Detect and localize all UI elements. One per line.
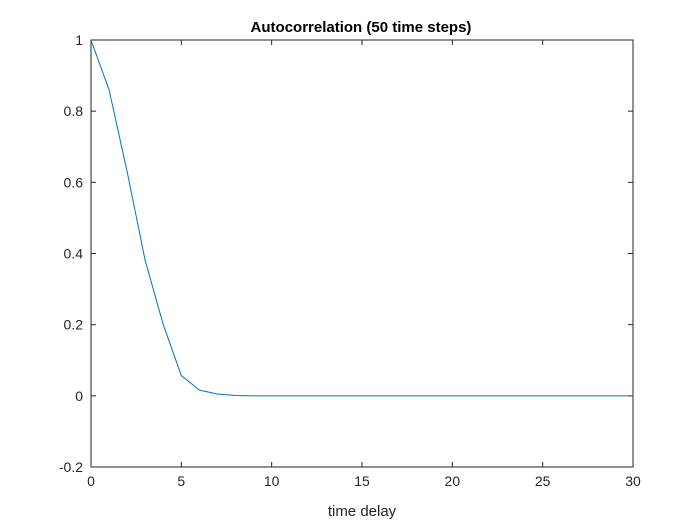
chart-title: Autocorrelation (50 time steps) xyxy=(251,19,472,36)
x-tick-label: 30 xyxy=(625,473,641,489)
plot-area: 0 5 10 15 20 25 30 -0.200.20.40.60.81 xyxy=(59,32,641,489)
x-axis-label: time delay xyxy=(328,503,397,520)
x-tick-label: 25 xyxy=(535,473,551,489)
autocorrelation-series-line xyxy=(90,39,633,397)
y-tick-label: 0 xyxy=(75,388,83,404)
y-tick-label: 0.2 xyxy=(64,317,84,333)
y-axis-tick-labels: -0.2 0 0.2 0.4 0.6 0.8 1 xyxy=(59,32,83,475)
x-tick-label: 20 xyxy=(445,473,461,489)
series-layer xyxy=(90,39,633,397)
y-tick-label: 1 xyxy=(75,32,83,48)
x-tick-label: 5 xyxy=(177,473,185,489)
x-axis-ticks xyxy=(90,40,634,467)
x-tick-label: 15 xyxy=(354,473,370,489)
x-axis-tick-labels: 0 5 10 15 20 25 30 xyxy=(87,473,641,489)
y-tick-label: -0.2 xyxy=(59,459,83,475)
y-tick-label: 0.6 xyxy=(64,174,84,190)
y-tick-label: 0.4 xyxy=(64,246,84,262)
x-tick-label: 0 xyxy=(87,473,95,489)
y-axis-ticks xyxy=(91,39,633,468)
y-tick-label: 0.8 xyxy=(64,103,84,119)
x-tick-label: 10 xyxy=(264,473,280,489)
axes-box xyxy=(90,39,634,468)
